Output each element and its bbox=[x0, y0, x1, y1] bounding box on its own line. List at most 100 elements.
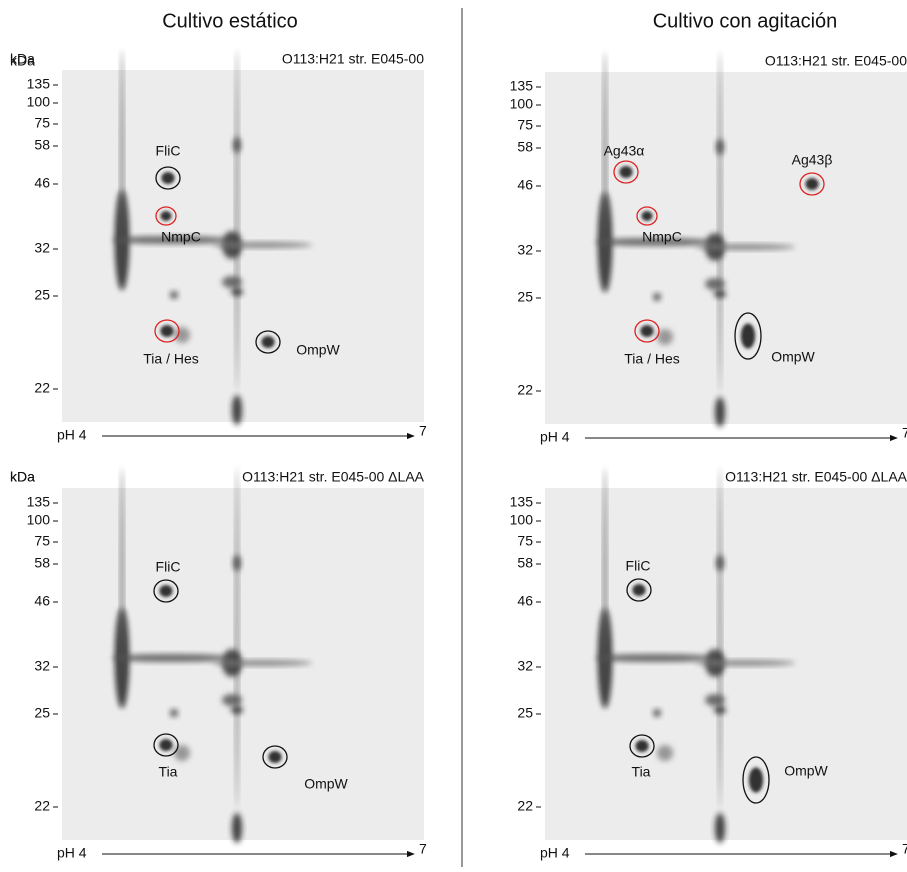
protein-spot bbox=[740, 323, 756, 349]
strain-label: O113:H21 str. E045-00 ΔLAA bbox=[725, 469, 907, 485]
protein-spot bbox=[261, 335, 275, 349]
spot-circle bbox=[799, 172, 825, 196]
gel-panel: kDa O113:H21 str. E045-00 ΔLAA 135 100 75 58 4… bbox=[10, 468, 427, 861]
spot-label: NmpC bbox=[161, 229, 201, 245]
gel-spot bbox=[120, 468, 124, 708]
spot-circle bbox=[154, 319, 180, 343]
gel-spot bbox=[235, 50, 239, 390]
column-title: Cultivo estático bbox=[162, 10, 298, 32]
spot-circle bbox=[155, 166, 181, 190]
spot-label: Ag43β bbox=[792, 152, 833, 168]
protein-spot bbox=[160, 324, 174, 338]
gel-spot bbox=[653, 293, 661, 301]
gel-spot bbox=[232, 813, 242, 843]
protein-spot bbox=[635, 739, 649, 753]
spot-circle bbox=[613, 160, 639, 184]
mw-marker: 32 bbox=[517, 658, 533, 674]
gel-spot bbox=[657, 745, 673, 761]
mw-marker: 100 bbox=[27, 512, 51, 528]
gel-panel: kDa O113:H21 str. E045-00 ΔLAA 135 100 75 58 4… bbox=[10, 468, 907, 861]
mw-marker: 22 bbox=[34, 380, 50, 396]
mw-marker: 46 bbox=[517, 593, 533, 609]
spot-label: FliC bbox=[156, 143, 181, 159]
gel-spot bbox=[120, 50, 124, 290]
gel-spot bbox=[112, 654, 232, 662]
protein-spot bbox=[748, 767, 764, 793]
gel-spot bbox=[595, 238, 715, 246]
spot-label: Tia / Hes bbox=[624, 351, 680, 367]
mw-marker: 75 bbox=[517, 117, 533, 133]
mw-marker: 135 bbox=[510, 78, 534, 94]
mw-marker: 75 bbox=[517, 533, 533, 549]
gel-spot bbox=[657, 329, 673, 345]
ph-start: pH 4 bbox=[57, 845, 87, 861]
spot-circle bbox=[626, 578, 652, 602]
protein-spot bbox=[268, 750, 282, 764]
protein-spot bbox=[159, 584, 173, 598]
gel-spot bbox=[231, 288, 243, 296]
spot-label: FliC bbox=[626, 558, 651, 574]
gel-spot bbox=[603, 468, 607, 708]
gel-spot bbox=[170, 291, 178, 299]
gel-spot bbox=[174, 745, 190, 761]
spot-circle bbox=[634, 319, 660, 343]
spot-circle bbox=[153, 733, 179, 757]
protein-spot bbox=[161, 171, 175, 185]
unit-label: kDa bbox=[10, 469, 35, 485]
mw-marker: 22 bbox=[517, 382, 533, 398]
spot-label: OmpW bbox=[784, 763, 828, 779]
gel-spot bbox=[233, 555, 241, 571]
mw-marker: 46 bbox=[34, 593, 50, 609]
unit-label: kDa bbox=[10, 53, 35, 69]
gel-spot bbox=[595, 654, 715, 662]
spot-circle bbox=[629, 734, 655, 758]
mw-marker: 46 bbox=[34, 175, 50, 191]
gel-spot bbox=[174, 327, 190, 343]
gel-spot bbox=[653, 709, 661, 717]
mw-marker: 100 bbox=[27, 94, 51, 110]
gel-spot bbox=[231, 706, 243, 714]
spot-label: Tia bbox=[632, 764, 651, 780]
spot-circle bbox=[636, 206, 658, 226]
spot-circle bbox=[153, 579, 179, 603]
gel-spot bbox=[222, 694, 242, 706]
spot-label: FliC bbox=[156, 559, 181, 575]
gel-spot bbox=[705, 278, 725, 290]
ph-end: 7 bbox=[419, 841, 427, 857]
mw-marker: 32 bbox=[34, 658, 50, 674]
gel-spot bbox=[695, 660, 795, 666]
protein-spot bbox=[159, 738, 173, 752]
gel-panel: kDa O113:H21 str. E045-00 135 100 75 58 46 32 25… bbox=[10, 52, 907, 445]
spot-label: Tia bbox=[159, 764, 178, 780]
gel-spot bbox=[232, 395, 242, 425]
spot-label: OmpW bbox=[304, 776, 348, 792]
gel-spot bbox=[212, 242, 312, 248]
gel-spot bbox=[718, 468, 722, 808]
mw-marker: 75 bbox=[34, 115, 50, 131]
gel-spot bbox=[714, 290, 726, 298]
spot-label: NmpC bbox=[642, 229, 682, 245]
spot-circle bbox=[742, 756, 770, 804]
protein-spot bbox=[641, 211, 653, 221]
mw-marker: 58 bbox=[517, 555, 533, 571]
ph-end: 7 bbox=[419, 423, 427, 439]
mw-marker: 135 bbox=[27, 76, 51, 92]
strain-label: O113:H21 str. E045-00 bbox=[282, 51, 424, 67]
unit-label: kDa bbox=[10, 469, 35, 485]
gel-spot bbox=[222, 276, 242, 288]
mw-marker: 25 bbox=[34, 287, 50, 303]
gel-spot bbox=[715, 397, 725, 427]
gel-spot bbox=[716, 139, 724, 155]
ph-start: pH 4 bbox=[540, 429, 570, 445]
gel-spot bbox=[716, 555, 724, 571]
mw-marker: 32 bbox=[517, 242, 533, 258]
gel-spot bbox=[714, 706, 726, 714]
mw-marker: 25 bbox=[517, 705, 533, 721]
strain-label: O113:H21 str. E045-00 bbox=[765, 53, 907, 69]
spot-circle bbox=[155, 206, 177, 226]
mw-marker: 58 bbox=[517, 139, 533, 155]
spot-circle bbox=[262, 745, 288, 769]
ph-start: pH 4 bbox=[57, 427, 87, 443]
mw-marker: 22 bbox=[34, 798, 50, 814]
